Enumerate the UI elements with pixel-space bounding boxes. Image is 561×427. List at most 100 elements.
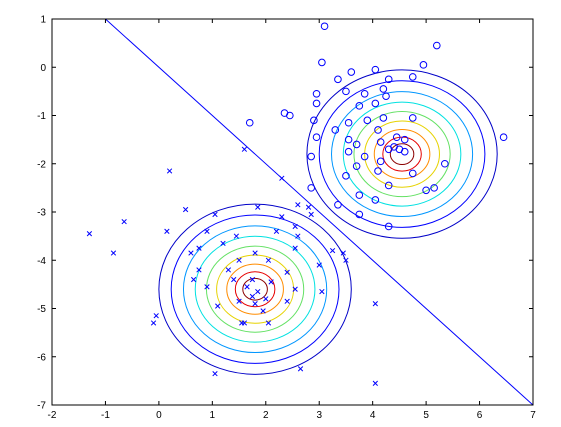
decision-boundary-line	[105, 19, 533, 405]
contour-ring-circle-3	[342, 101, 462, 207]
point-x-37	[268, 279, 274, 285]
point-circle-31	[352, 140, 361, 149]
point-x-20	[292, 245, 298, 251]
y-axis: -7 -6 -5 -4 -3 -2 -1 0 1	[37, 15, 533, 412]
point-circle-5	[371, 65, 380, 74]
point-circle-54	[355, 210, 364, 219]
point-circle-23	[408, 114, 417, 122]
contour-ring-circle-5	[364, 120, 440, 188]
point-x-28	[343, 257, 349, 263]
point-circle-38	[307, 152, 316, 161]
point-circle-28	[344, 135, 353, 144]
contour-ring-circle-2	[331, 91, 474, 218]
contour-layer	[158, 69, 498, 375]
point-x-9	[308, 211, 314, 218]
contour-ring-circle-8	[389, 143, 415, 166]
contour-ring-circle-0	[306, 69, 498, 239]
point-circle-20	[379, 114, 388, 122]
point-x-39	[292, 286, 298, 292]
contour-ring-circle-1	[318, 80, 486, 228]
contour-ring-x-4	[205, 245, 305, 333]
plot-area	[52, 19, 533, 405]
point-x-7	[121, 218, 127, 225]
y-tick-label-0: -7	[37, 401, 46, 412]
y-tick-label-7: 0	[40, 63, 46, 74]
x-tick-label-3: 1	[210, 410, 216, 421]
point-circle-15	[355, 102, 364, 110]
point-circle-50	[430, 184, 438, 192]
point-x-43	[236, 298, 242, 304]
point-x-22	[188, 250, 194, 256]
point-x-54	[265, 320, 272, 326]
contour-ring-x-5	[216, 254, 295, 324]
point-circle-51	[355, 191, 364, 199]
point-x-16	[233, 233, 240, 239]
contour-ring-x-7	[234, 271, 276, 308]
point-x-17	[295, 233, 301, 239]
point-x-49	[372, 301, 378, 307]
point-x-47	[252, 301, 258, 307]
point-circle-52	[371, 196, 380, 204]
point-x-1	[166, 168, 173, 174]
point-x-51	[150, 320, 157, 326]
point-x-18	[196, 245, 202, 251]
point-circle-47	[307, 184, 316, 192]
point-x-4	[182, 206, 189, 213]
point-x-34	[231, 276, 237, 283]
points-layer	[86, 22, 508, 386]
point-circle-41	[376, 157, 385, 166]
point-x-25	[340, 250, 346, 256]
point-circle-24	[245, 118, 254, 127]
y-tick-label-3: -4	[37, 256, 46, 267]
y-tick-label-8: 1	[40, 15, 46, 26]
x-tick-label-6: 4	[370, 410, 376, 421]
point-circle-18	[286, 111, 294, 120]
point-x-57	[372, 380, 378, 386]
point-x-5	[305, 204, 312, 210]
point-circle-3	[318, 58, 326, 67]
point-x-50	[153, 313, 159, 319]
x-tick-label-7: 5	[423, 410, 429, 421]
point-circle-8	[334, 75, 342, 84]
point-circle-10	[312, 89, 321, 98]
x-axis: -2 -1 0 1 2 3 4 5 6 7	[48, 19, 536, 421]
y-tick-label-5: -2	[37, 159, 46, 170]
point-circle-12	[360, 89, 369, 98]
point-x-38	[244, 284, 250, 290]
point-circle-29	[392, 133, 401, 142]
point-x-46	[215, 303, 221, 309]
point-x-27	[265, 257, 272, 263]
point-circle-36	[384, 145, 393, 154]
y-tick-label-2: -5	[37, 304, 46, 315]
x-tick-label-8: 6	[477, 410, 483, 421]
point-x-42	[319, 288, 325, 295]
point-circle-35	[400, 147, 409, 156]
contour-ring-x-0	[158, 203, 352, 375]
point-x-23	[252, 250, 258, 256]
point-x-26	[236, 257, 242, 263]
point-circle-45	[441, 159, 449, 168]
point-x-0	[241, 146, 248, 152]
x-tick-label-2: 0	[156, 410, 162, 421]
point-x-31	[225, 267, 232, 273]
point-x-40	[255, 288, 261, 295]
x-tick-label-0: -2	[48, 410, 57, 421]
point-circle-14	[312, 99, 321, 108]
point-x-36	[204, 284, 210, 290]
y-tick-label-4: -3	[37, 208, 46, 219]
point-circle-42	[352, 162, 361, 170]
point-circle-46	[342, 172, 350, 180]
contour-ring-x-1	[170, 214, 340, 364]
point-circle-11	[342, 87, 350, 96]
point-circle-6	[384, 75, 393, 84]
point-x-11	[292, 223, 298, 230]
point-x-48	[260, 308, 266, 314]
point-x-55	[212, 370, 218, 377]
point-circle-7	[408, 73, 417, 81]
point-x-33	[284, 269, 290, 275]
point-x-44	[263, 296, 269, 302]
point-circle-1	[433, 41, 441, 50]
point-circle-40	[499, 133, 508, 142]
point-x-2	[279, 175, 285, 181]
